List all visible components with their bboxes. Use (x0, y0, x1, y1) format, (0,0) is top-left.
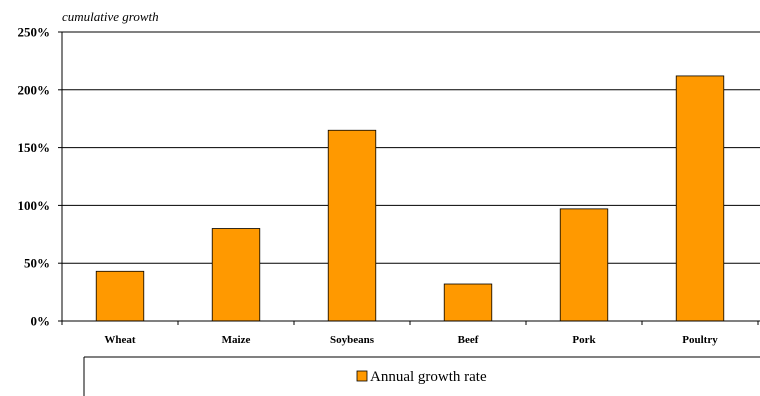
bars (95, 75, 725, 322)
y-axis-label: cumulative growth (62, 9, 159, 24)
x-tick-label: Poultry (682, 334, 718, 346)
y-tick-labels: 0% 50% 100% 150% 200% 250% (18, 25, 51, 329)
bar-poultry (675, 75, 725, 322)
x-tick-label: Wheat (104, 334, 136, 346)
x-tick-label: Pork (572, 334, 596, 346)
legend-swatch (356, 370, 368, 382)
x-tick-label: Soybeans (330, 334, 375, 346)
legend-label: Annual growth rate (370, 369, 487, 385)
x-tick-labels: Wheat Maize Soybeans Beef Pork Poultry (104, 334, 718, 346)
axes (61, 32, 760, 325)
y-tick-label: 150% (18, 140, 51, 155)
y-tick-label: 50% (24, 256, 50, 271)
y-tick-label: 100% (18, 198, 51, 213)
bar-wheat (95, 270, 145, 322)
bar-beef (443, 283, 493, 322)
bar-pork (559, 208, 609, 322)
y-tick-label: 0% (31, 314, 51, 329)
gridlines (58, 31, 760, 322)
bar-maize (211, 228, 261, 322)
x-tick-label: Beef (458, 334, 479, 346)
y-tick-label: 200% (18, 82, 51, 97)
y-tick-label: 250% (18, 25, 51, 40)
x-tick-label: Maize (222, 334, 251, 346)
bar-soybeans (327, 129, 377, 322)
legend: Annual growth rate (83, 356, 760, 396)
